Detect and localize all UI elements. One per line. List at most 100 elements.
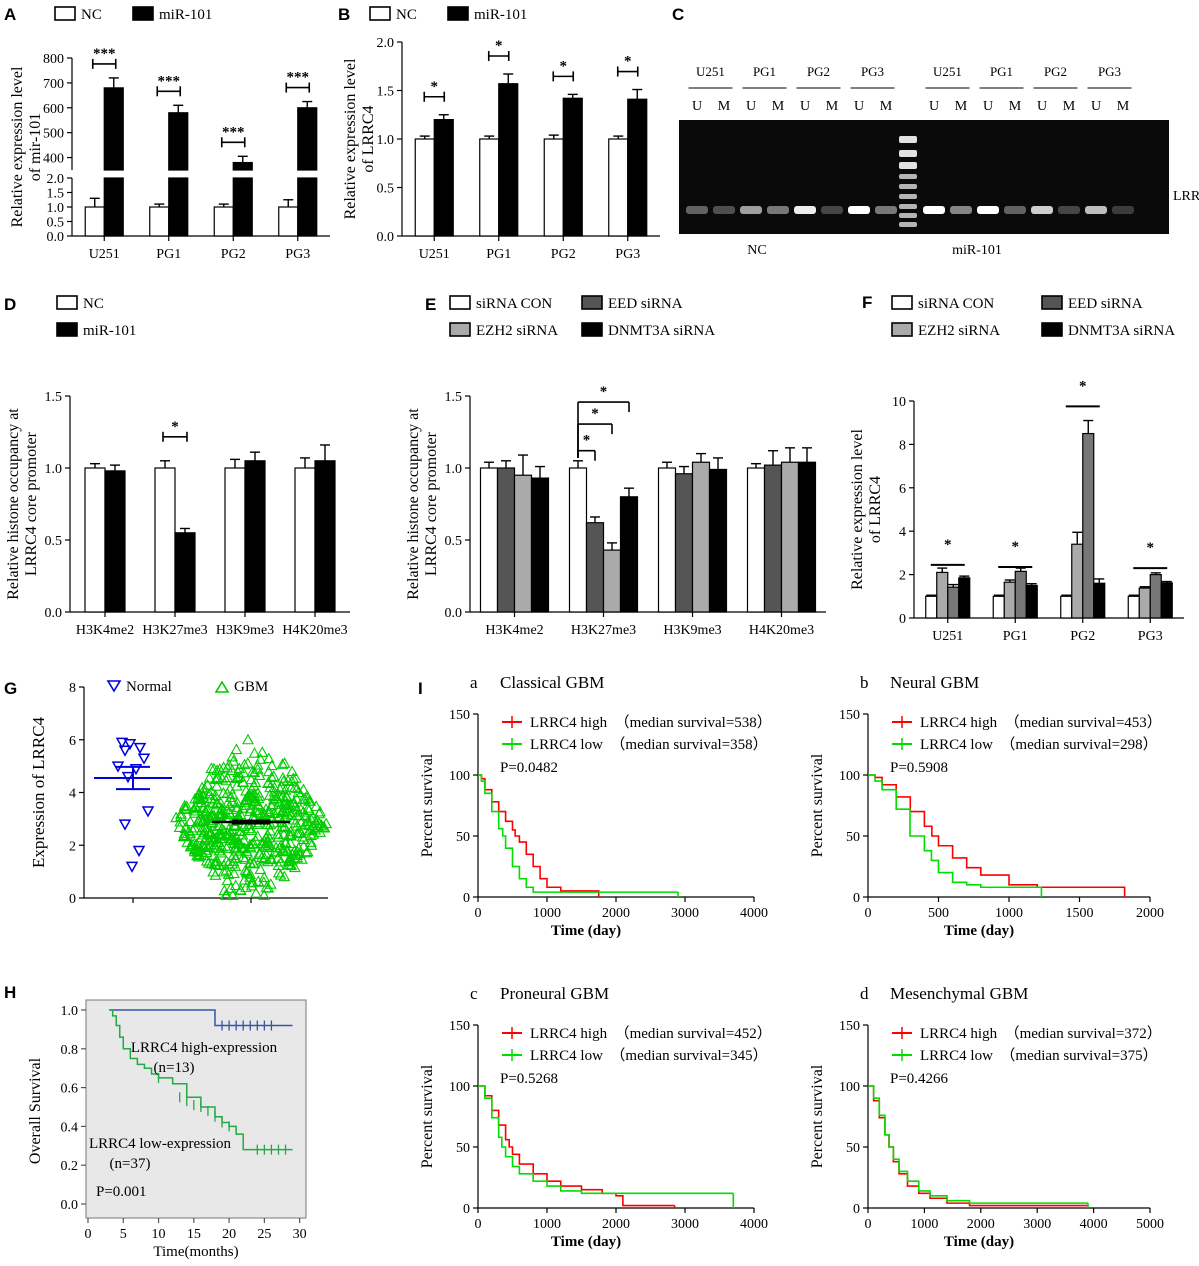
x-tick-label: H3K9me3 <box>663 623 721 638</box>
survival-curve-high <box>109 1009 293 1027</box>
y-axis-label: LRRC4 core promoter <box>23 431 40 576</box>
gbm-point <box>224 832 237 843</box>
bar-mir101-upper <box>103 87 124 171</box>
gbm-point <box>278 870 291 882</box>
gbm-point <box>267 798 279 810</box>
ytick-label: 0 <box>463 891 470 906</box>
bar-ytick-label: 1.5 <box>377 85 395 100</box>
gel-group-label: PG2 <box>1044 64 1067 79</box>
normal-point <box>125 861 139 873</box>
p-value: P=0.4266 <box>890 1071 949 1087</box>
gbm-point <box>207 865 220 877</box>
ytick-label: 1.5 <box>47 187 65 202</box>
gbm-point <box>295 853 308 864</box>
gel-band-label: LRRC4 <box>1173 189 1199 204</box>
gbm-point <box>244 868 257 879</box>
gbm-point <box>188 807 201 818</box>
gel-band <box>1058 206 1080 214</box>
ytick-label: 2.0 <box>47 172 65 187</box>
gbm-point <box>207 762 220 774</box>
xtick-label: 500 <box>928 906 949 921</box>
legend-nc-swatch <box>369 6 391 21</box>
gbm-point <box>230 772 243 783</box>
bar-eed-sirna <box>674 473 694 613</box>
gbm-point <box>253 848 266 860</box>
gbm-point <box>239 853 251 864</box>
ytick-label: 600 <box>43 102 64 117</box>
gbm-point <box>229 820 242 832</box>
ytick-label: 0.8 <box>61 1043 79 1058</box>
x-tick-label: PG2 <box>551 247 576 262</box>
bar-mir-101 <box>562 97 583 237</box>
xtick-label: 1500 <box>1066 906 1094 921</box>
gel-ladder-band <box>899 150 917 157</box>
legend-label: LRRC4 high （median survival=538） <box>530 714 772 731</box>
sig-mark: * <box>600 384 608 400</box>
gel-group-label: U251 <box>933 64 962 79</box>
bar-nc <box>84 206 105 237</box>
x-axis-label: Time (day) <box>944 1234 1014 1250</box>
normal-point <box>115 737 129 749</box>
gbm-point <box>220 842 233 853</box>
survival-curve-high <box>868 1085 1088 1207</box>
gel-background <box>679 120 1169 234</box>
gbm-point <box>277 789 289 801</box>
chart-title: Proneural GBM <box>500 984 609 1003</box>
ytick-label: 8 <box>69 681 76 696</box>
gbm-point <box>297 793 310 805</box>
label-high: LRRC4 high-expression <box>131 1040 278 1056</box>
gbm-point <box>209 855 222 867</box>
gbm-point <box>170 811 182 823</box>
gbm-point <box>289 851 301 863</box>
xtick-label: 1000 <box>995 906 1023 921</box>
gbm-point <box>258 839 271 851</box>
gbm-point <box>252 875 265 887</box>
ytick-label: 0.5 <box>47 216 65 231</box>
y-axis-label: of LRRC4 <box>360 105 377 172</box>
ytick-label: 150 <box>449 1019 470 1034</box>
survival-curve-low <box>868 1085 1088 1204</box>
gel-band <box>821 206 843 214</box>
gel-group-label: PG3 <box>861 64 884 79</box>
ytick-label: 50 <box>846 1141 860 1156</box>
gbm-point <box>302 794 315 806</box>
gbm-point <box>280 845 293 857</box>
y-axis-label: Relative expression level <box>849 429 866 590</box>
gbm-point <box>280 798 292 809</box>
gel-group-label: PG2 <box>807 64 830 79</box>
bar-sirna-con <box>746 467 766 613</box>
bar-ytick-label: 6 <box>899 482 906 497</box>
sig-mark: * <box>624 54 632 70</box>
gbm-point <box>221 797 234 809</box>
gbm-point <box>300 846 313 858</box>
xtick-label: 0 <box>475 1217 482 1232</box>
gbm-point <box>224 882 237 893</box>
y-axis-label: Relative expression level <box>9 66 26 227</box>
gbm-point <box>284 837 297 848</box>
bar-ytick-label: 1.5 <box>445 390 463 405</box>
legend-label: LRRC4 high （median survival=452） <box>530 1025 772 1042</box>
bar-sirna-con <box>992 595 1005 619</box>
bar-mir101-lower <box>232 177 253 237</box>
gbm-point <box>174 815 187 827</box>
sig-mark: * <box>495 38 503 54</box>
bar-nc <box>278 206 299 237</box>
y-axis-label: Percent survival <box>809 753 826 857</box>
chart-a-mir101-expression: 400 500 600 700 800 0.00.51.01.52.0 Relative e… <box>9 6 330 262</box>
gel-band <box>686 206 708 214</box>
x-tick-label: PG1 <box>1003 629 1028 644</box>
gbm-point <box>209 773 222 785</box>
gbm-point <box>251 758 264 770</box>
bar-mir101-upper <box>232 161 253 171</box>
y-axis-label: Expression of LRRC4 <box>29 716 48 868</box>
gbm-point <box>221 803 234 815</box>
bar-mir-101 <box>174 532 196 613</box>
gbm-point <box>258 889 270 900</box>
xtick-label: 3000 <box>671 1217 699 1232</box>
legend-nc-swatch <box>54 6 76 21</box>
ytick-label: 700 <box>43 77 64 92</box>
gbm-point <box>216 772 229 784</box>
gbm-point <box>276 758 289 769</box>
ytick-label: 0.6 <box>61 1082 79 1097</box>
gbm-point <box>290 793 303 804</box>
